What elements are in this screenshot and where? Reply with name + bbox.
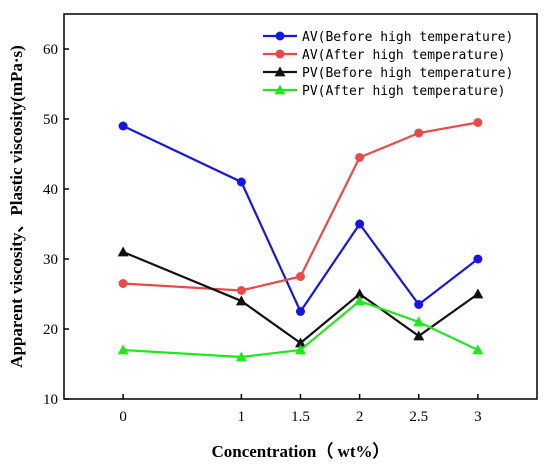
- legend: AV(Before high temperature) AV(After high…: [263, 30, 513, 99]
- y-tick-label: 40: [43, 182, 58, 198]
- legend-swatch-marker: [274, 66, 286, 77]
- data-point: [118, 121, 128, 131]
- data-point: [473, 254, 483, 264]
- legend-swatch-marker: [274, 84, 286, 95]
- legend-label: AV(Before high temperature): [302, 30, 513, 45]
- data-point: [413, 330, 425, 341]
- series-line: [123, 299, 479, 359]
- x-tick-label: 2: [356, 409, 364, 425]
- legend-label: AV(After high temperature): [302, 48, 506, 63]
- data-point: [236, 286, 246, 295]
- x-axis-title: Concentration（ wt%）: [211, 441, 389, 461]
- data-point: [472, 288, 484, 299]
- data-point: [296, 272, 305, 281]
- series-line: [122, 125, 479, 314]
- data-point: [414, 300, 424, 309]
- data-point: [473, 118, 483, 127]
- y-tick-label: 10: [43, 392, 58, 408]
- data-point: [118, 279, 128, 288]
- legend-item: AV(Before high temperature): [263, 30, 513, 45]
- data-point: [236, 177, 246, 187]
- data-point: [295, 337, 306, 348]
- y-tick-label: 30: [43, 252, 58, 268]
- legend-label: PV(After high temperature): [302, 84, 506, 99]
- series-1: [118, 121, 483, 316]
- legend-swatch-marker: [275, 49, 285, 59]
- x-tick-label: 0: [119, 409, 127, 425]
- series-4: [117, 295, 484, 362]
- x-tick-label: 2.5: [409, 409, 428, 425]
- legend-label: PV(Before high temperature): [302, 66, 513, 81]
- data-point: [355, 153, 365, 162]
- x-tick-label: 3: [474, 409, 482, 425]
- y-tick-label: 60: [43, 42, 58, 58]
- data-point: [295, 344, 306, 355]
- data-point: [117, 344, 129, 355]
- x-tick-label: 1.5: [291, 409, 310, 425]
- y-tick-label: 50: [43, 112, 58, 128]
- x-tick-label: 1: [238, 409, 246, 425]
- data-point: [117, 246, 129, 257]
- legend-item: PV(Before high temperature): [263, 66, 513, 81]
- data-point: [355, 219, 365, 229]
- series-3: [117, 246, 484, 348]
- legend-item: AV(After high temperature): [263, 48, 506, 63]
- data-point: [413, 316, 425, 327]
- legend-swatch-marker: [275, 31, 285, 41]
- data-point: [414, 128, 424, 138]
- data-point: [235, 351, 247, 362]
- series-2: [118, 118, 483, 295]
- series-line: [122, 250, 479, 345]
- data-point: [354, 288, 366, 299]
- data-point: [296, 307, 305, 316]
- data-point: [235, 295, 247, 306]
- y-axis-title: Apparent viscosity、Plastic viscosity(mPa…: [7, 45, 26, 368]
- data-point: [354, 295, 366, 306]
- data-point: [472, 344, 484, 355]
- legend-item: PV(After high temperature): [263, 84, 506, 99]
- y-tick-label: 20: [43, 322, 58, 338]
- series-line: [123, 121, 479, 292]
